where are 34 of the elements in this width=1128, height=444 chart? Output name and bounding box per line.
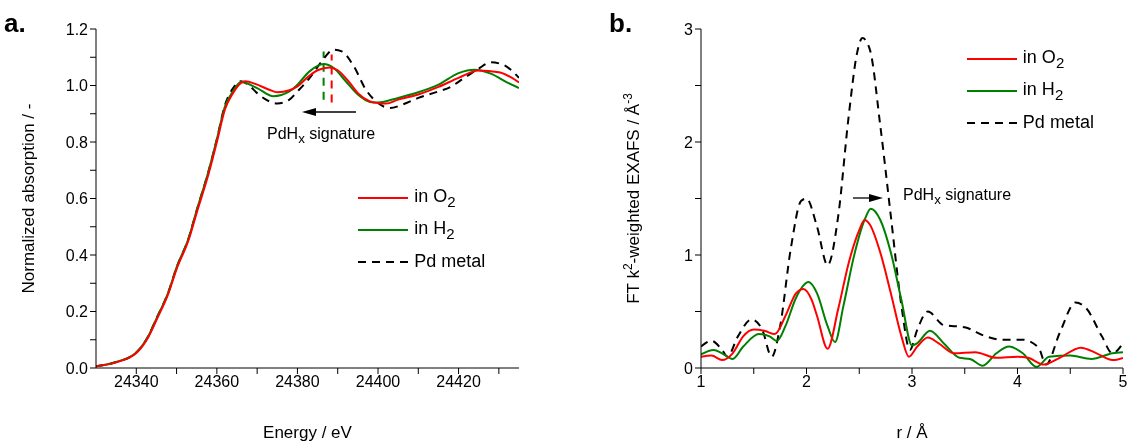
y-tick-label: 1.0 bbox=[65, 77, 89, 95]
annotation: PdH$_{x}$ signature bbox=[267, 125, 376, 147]
x-tick-label: 1 bbox=[696, 373, 706, 391]
legend-label: in H$_{2}$ bbox=[1022, 78, 1064, 103]
y-tick-label: 1 bbox=[684, 246, 694, 264]
x-axis-title: Energy / eV bbox=[263, 423, 353, 442]
x-tick-label: 4 bbox=[1013, 373, 1023, 391]
y-tick-label: 0.0 bbox=[65, 359, 89, 377]
x-tick-label: 3 bbox=[907, 373, 917, 391]
y-tick-label: 0.6 bbox=[65, 190, 89, 208]
x-tick-label: 24420 bbox=[436, 373, 481, 391]
x-tick-label: 5 bbox=[1118, 373, 1128, 391]
text: b. bbox=[609, 8, 633, 39]
text: a. bbox=[4, 8, 26, 39]
x-tick-label: 24400 bbox=[355, 373, 401, 391]
legend-label: in O$_{2}$ bbox=[414, 185, 456, 210]
y-axis-title: Normalized absorption / - bbox=[19, 103, 38, 294]
x-tick-label: 24340 bbox=[114, 373, 159, 391]
x-axis-title: r / Å bbox=[896, 423, 929, 442]
x-tick-label: 24380 bbox=[275, 373, 320, 391]
y-tick-label: 1.2 bbox=[65, 20, 89, 38]
legend-label: Pd metal bbox=[414, 251, 486, 273]
y-tick-label: 0.8 bbox=[65, 133, 89, 151]
annotation: PdH$_{x}$ signature bbox=[903, 186, 1012, 208]
legend-label: in O$_{2}$ bbox=[1022, 46, 1065, 71]
y-tick-label: 0.4 bbox=[65, 246, 89, 264]
legend-label: in H$_{2}$ bbox=[414, 217, 455, 242]
y-tick-label: 2 bbox=[684, 133, 694, 151]
y-tick-label: 3 bbox=[684, 20, 694, 38]
x-tick-label: 2 bbox=[802, 373, 812, 391]
x-tick-label: 24360 bbox=[194, 373, 240, 391]
legend-label: Pd metal bbox=[1022, 112, 1094, 134]
y-tick-label: 0.2 bbox=[65, 303, 89, 321]
y-tick-label: 0 bbox=[684, 359, 694, 377]
